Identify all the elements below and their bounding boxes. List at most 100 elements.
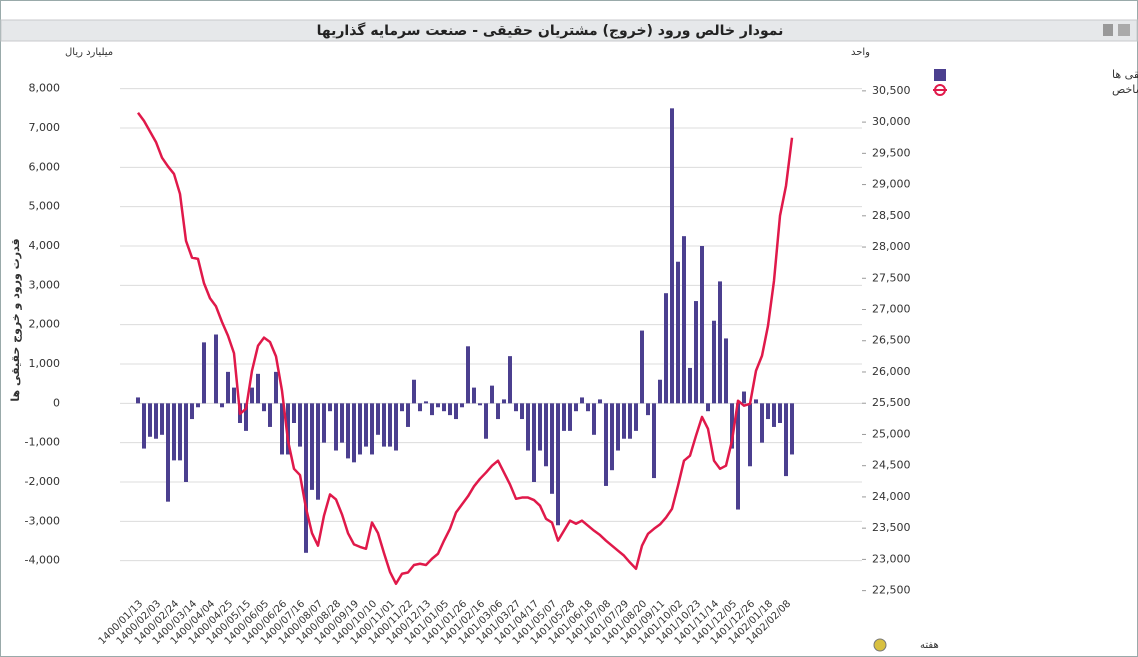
y-tick-label: -4,000: [25, 554, 60, 567]
bar: [136, 397, 140, 404]
bar: [610, 403, 614, 471]
bar: [664, 293, 668, 404]
print-icon[interactable]: [1103, 24, 1113, 36]
bar: [316, 403, 320, 500]
bar: [178, 403, 182, 461]
bar: [220, 403, 224, 408]
y-tick-label: 6,000: [29, 160, 61, 173]
bar: [442, 403, 446, 412]
bar: [706, 403, 710, 412]
bar: [688, 367, 692, 404]
bar: [406, 403, 410, 427]
bar: [424, 401, 428, 404]
bar: [712, 320, 716, 404]
y2-unit: واحد: [851, 47, 870, 58]
bar: [346, 403, 350, 459]
bar: [568, 403, 572, 431]
y-tick-label: 0: [53, 396, 60, 409]
refresh-icon[interactable]: [873, 638, 887, 652]
bar: [700, 246, 704, 404]
bar: [322, 403, 326, 443]
y-tick-label: 5,000: [29, 200, 61, 213]
bar: [388, 403, 392, 447]
y2-tick-label: 29,500: [872, 146, 911, 159]
bar: [166, 403, 170, 502]
bar: [148, 403, 152, 437]
bar: [196, 403, 200, 408]
bar: [640, 330, 644, 404]
y2-tick-label: 24,500: [872, 459, 911, 472]
bar: [232, 387, 236, 404]
y2-tick-label: 22,500: [872, 584, 911, 597]
bar: [598, 399, 602, 404]
bar: [268, 403, 272, 427]
bar: [334, 403, 338, 451]
y2-tick-label: 30,000: [872, 115, 911, 128]
bar: [760, 403, 764, 443]
y-tick-label: 7,000: [29, 121, 61, 134]
bar: [778, 403, 782, 423]
y-tick-label: -3,000: [25, 514, 60, 527]
bar: [628, 403, 632, 439]
bar: [616, 403, 620, 451]
bar: [460, 403, 464, 408]
export-icon[interactable]: [1118, 24, 1130, 36]
bar: [502, 399, 506, 404]
y2-tick-label: 27,500: [872, 271, 911, 284]
bar: [214, 334, 218, 404]
y2-tick-label: 25,500: [872, 396, 911, 409]
bar: [658, 379, 662, 404]
bar: [748, 403, 752, 467]
bar: [412, 379, 416, 404]
bar: [784, 403, 788, 477]
bar: [244, 403, 248, 431]
bar: [400, 403, 404, 412]
bar: [532, 403, 536, 482]
y-tick-label: 3,000: [29, 278, 61, 291]
bar: [304, 403, 308, 553]
y2-tick-label: 24,000: [872, 490, 911, 503]
bar: [580, 397, 584, 404]
bar: [262, 403, 266, 412]
y2-tick-label: 23,500: [872, 521, 911, 534]
bar: [766, 403, 770, 420]
bar: [202, 342, 206, 404]
bar: [538, 403, 542, 451]
y-tick-label: 8,000: [29, 82, 61, 95]
bar: [478, 403, 482, 406]
bar: [490, 385, 494, 404]
y-tick-label: -2,000: [25, 475, 60, 488]
y2-tick-label: 26,500: [872, 334, 911, 347]
bar: [574, 403, 578, 412]
y-tick-label: 2,000: [29, 318, 61, 331]
bar: [736, 403, 740, 510]
bar: [190, 403, 194, 420]
y2-tick-label: 26,000: [872, 365, 911, 378]
bar: [676, 261, 680, 404]
bar: [328, 403, 332, 412]
bar: [670, 108, 674, 404]
bar: [436, 403, 440, 408]
bar: [160, 403, 164, 435]
bar: [358, 403, 362, 455]
bar: [526, 403, 530, 451]
bar: [514, 403, 518, 412]
y2-tick-label: 29,000: [872, 178, 911, 191]
bar: [292, 403, 296, 423]
bar: [682, 236, 686, 404]
bar: [364, 403, 368, 447]
bar: [508, 356, 512, 404]
bar: [298, 403, 302, 447]
bar: [694, 301, 698, 404]
bar: [274, 371, 278, 404]
legend-marker: [934, 69, 946, 81]
y-tick-label: 4,000: [29, 239, 61, 252]
y-tick-label: -1,000: [25, 436, 60, 449]
bar: [544, 403, 548, 467]
bar: [448, 403, 452, 416]
bar: [418, 403, 422, 412]
bar: [250, 387, 254, 404]
legend-label: شاخص: [1112, 83, 1138, 96]
bar: [256, 373, 260, 404]
